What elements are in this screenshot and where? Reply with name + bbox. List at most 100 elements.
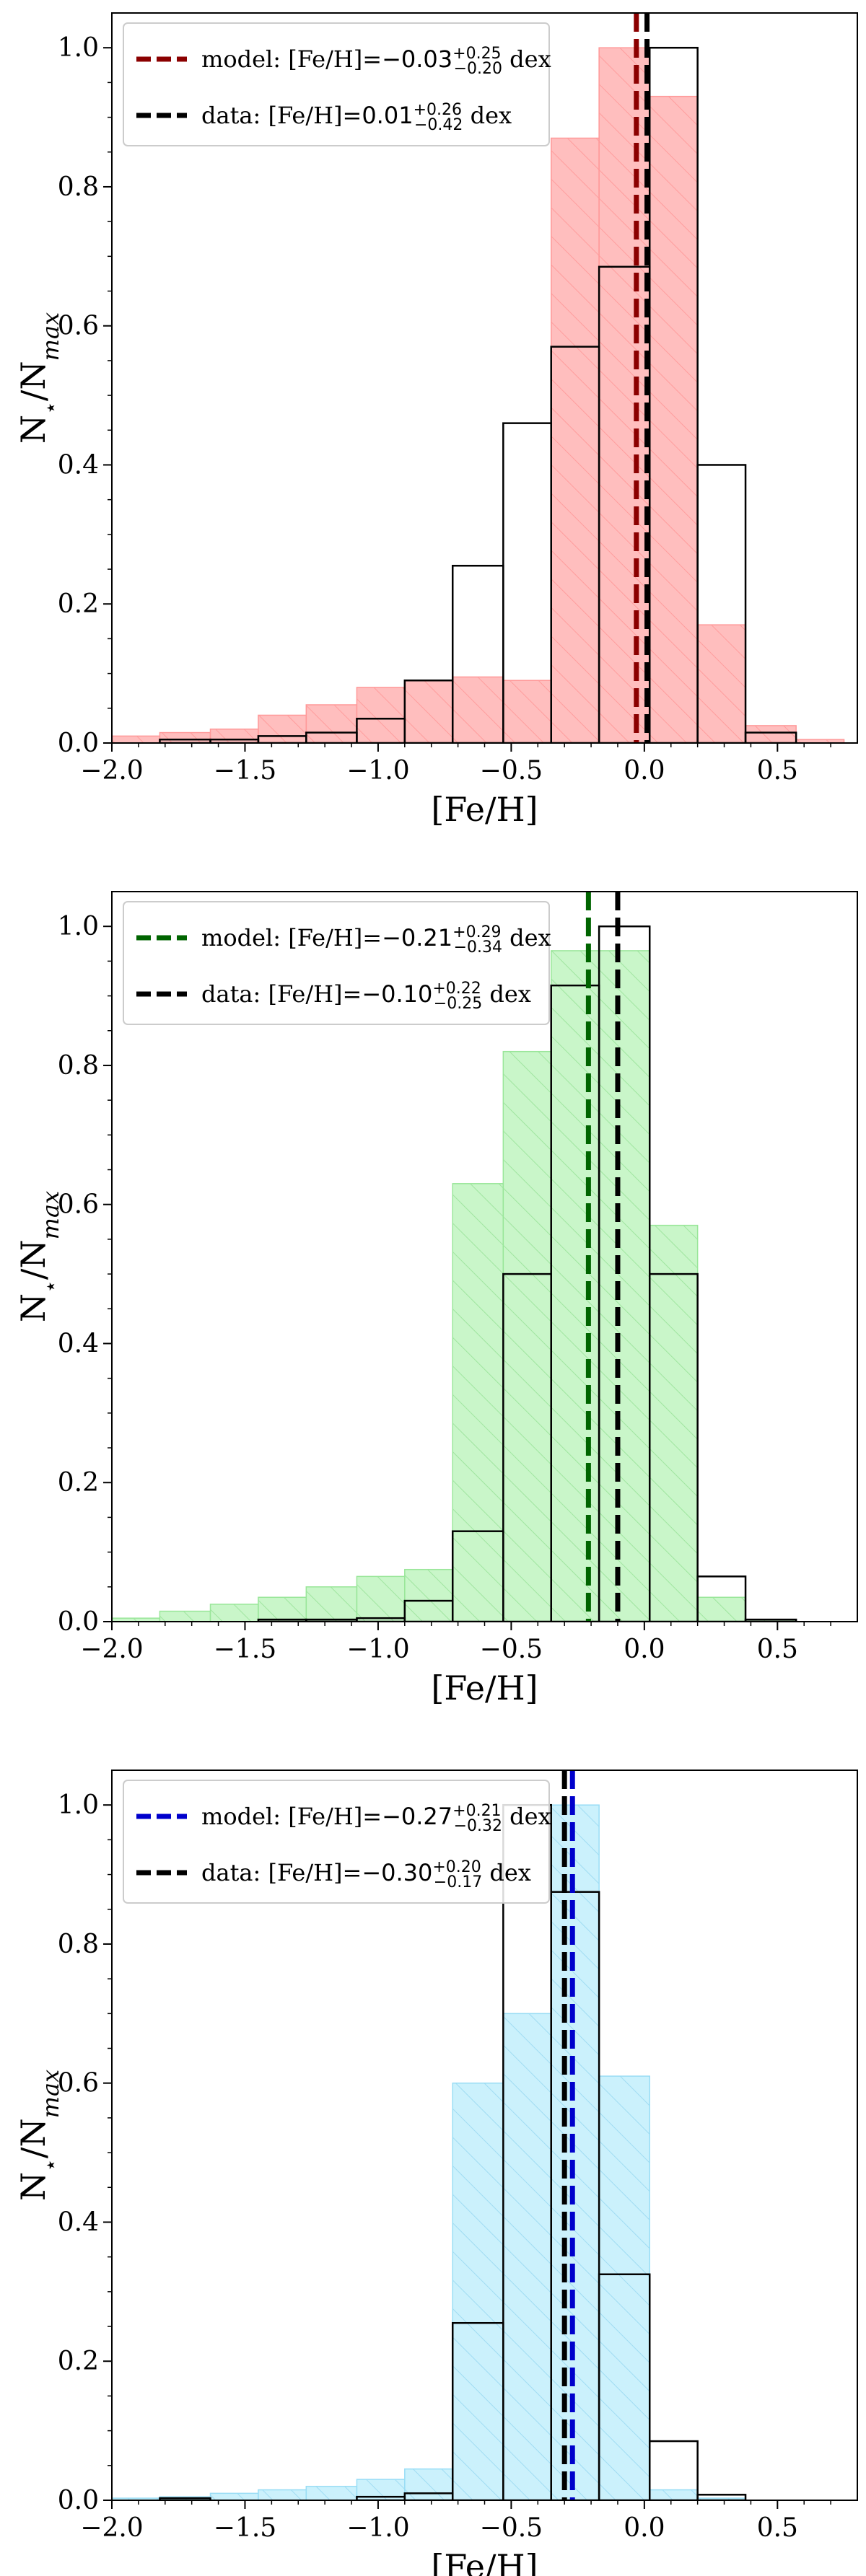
model-bar <box>649 1224 699 1622</box>
series-model <box>112 47 845 743</box>
model-bar <box>159 1610 211 1622</box>
legend-box <box>123 901 550 1025</box>
model-bar <box>404 2468 453 2500</box>
y-axis-label-sub: max <box>37 312 64 361</box>
y-tick-label: 0.8 <box>58 1930 99 1959</box>
model-bar <box>305 1586 358 1622</box>
x-tick-label: −1.0 <box>346 756 409 786</box>
legend-text-part: model: [Fe/H]= <box>201 45 382 73</box>
data-bar <box>744 1618 797 1622</box>
x-tick-label: −1.5 <box>214 756 276 786</box>
x-tick-label: −0.5 <box>480 2513 543 2543</box>
y-tick-label: 0.2 <box>58 1468 99 1498</box>
legend-text-part: data: [Fe/H]= <box>201 1859 362 1886</box>
legend-entry: model: [Fe/H]=−0.21+0.29 −0.34 dex <box>201 923 551 957</box>
axis-ticks: −2.0 −1.5 −1.0 −0.5 0.0 0.5 0.0 0.2 0.4 0.6 0.8 1.0 <box>58 1790 831 2543</box>
data-bar <box>696 2494 747 2500</box>
legend-text-part: dex <box>482 980 531 1008</box>
y-axis-label-sub: max <box>37 1191 64 1239</box>
legend-text-part: −0.27 <box>382 1803 452 1830</box>
model-bar <box>209 1604 259 1622</box>
y-axis-label-sub: max <box>37 2070 64 2118</box>
y-tick-label: 0.8 <box>58 1051 99 1081</box>
y-tick-label: 0.6 <box>58 312 99 341</box>
model-bar <box>598 950 650 1622</box>
y-axis-label-main: N <box>14 2172 53 2201</box>
data-bar <box>550 1891 600 2500</box>
axis-ticks: −2.0 −1.5 −1.0 −0.5 0.0 0.5 0.0 0.2 0.4 0.6 0.8 1.0 <box>58 33 831 786</box>
x-tick-label: −1.0 <box>346 1635 409 1664</box>
model-bar <box>356 1575 406 1622</box>
legend-text-part: −0.10 <box>362 980 432 1008</box>
legend-text-part: dex <box>463 102 512 129</box>
y-axis-label-main: N <box>14 415 53 444</box>
x-tick-label: −2.0 <box>80 1635 143 1664</box>
x-tick-label: 0.0 <box>624 1635 665 1664</box>
legend-box <box>123 22 550 146</box>
legend: model: [Fe/H]=−0.21+0.29 −0.34 dex data: [… <box>123 901 551 1025</box>
legend-text-part: +0.21 <box>452 1802 501 1820</box>
plot-layer <box>112 892 797 1622</box>
y-tick-label: 0.6 <box>58 1190 99 1220</box>
x-tick-label: −0.5 <box>480 756 543 786</box>
legend-entry: data: [Fe/H]=−0.30+0.20 −0.17 dex <box>201 1858 531 1891</box>
x-axis-label: [Fe/H] <box>431 1669 538 1707</box>
y-tick-label: 0.4 <box>58 1329 99 1358</box>
y-axis-label-slash: /N <box>14 2118 53 2158</box>
legend-entry: data: [Fe/H]=0.01+0.26 −0.42 dex <box>201 101 512 134</box>
model-bar <box>696 624 746 743</box>
x-tick-label: 0.0 <box>624 756 665 786</box>
legend-text-part: +0.22 <box>432 980 481 998</box>
chart-panel-0: model: [Fe/H]=−0.03+0.25 −0.20 dex data: [… <box>14 12 858 829</box>
model-bar <box>502 1050 552 1622</box>
legend-text-part: −0.21 <box>382 924 452 951</box>
x-tick-label: 0.5 <box>757 2513 798 2543</box>
legend-text-part: 0.01 <box>362 102 413 129</box>
legend-entry: model: [Fe/H]=−0.27+0.21 −0.32 dex <box>201 1802 551 1835</box>
y-tick-label: 0.8 <box>58 172 99 202</box>
legend-text-part: −0.20 <box>454 60 502 78</box>
y-tick-label: 0.0 <box>58 729 99 758</box>
model-bar <box>209 728 259 743</box>
plot-layer <box>112 1770 747 2500</box>
y-axis-label-star: ⋆ <box>38 2158 64 2172</box>
model-bar <box>452 1183 504 1622</box>
legend-text-part: model: [Fe/H]= <box>201 924 382 951</box>
model-bar <box>696 1596 746 1622</box>
legend-entry: data: [Fe/H]=−0.10+0.22 −0.25 dex <box>201 980 531 1013</box>
model-bar <box>258 714 307 743</box>
legend-text-part: −0.17 <box>434 1873 482 1891</box>
model-bar <box>404 680 453 743</box>
legend: model: [Fe/H]=−0.03+0.25 −0.20 dex data: [… <box>123 22 551 146</box>
legend-entry: model: [Fe/H]=−0.03+0.25 −0.20 dex <box>201 45 551 78</box>
plot-layer <box>112 13 845 743</box>
model-bar <box>550 137 600 743</box>
x-tick-label: 0.0 <box>624 2513 665 2543</box>
model-bar <box>502 2013 552 2500</box>
legend-text-part: +0.25 <box>452 45 501 63</box>
legend-text-part: −0.30 <box>362 1859 432 1886</box>
model-bar <box>649 95 699 743</box>
y-axis-label-star: ⋆ <box>38 1280 64 1293</box>
data-bar <box>696 464 747 743</box>
y-tick-label: 0.0 <box>58 1607 99 1637</box>
model-bar <box>745 725 797 743</box>
x-axis-label: [Fe/H] <box>431 2547 538 2576</box>
model-bar <box>356 687 406 743</box>
y-tick-label: 1.0 <box>58 1790 99 1820</box>
model-bar <box>112 735 161 743</box>
legend-box <box>123 1780 550 1904</box>
y-axis-label-slash: /N <box>14 361 53 401</box>
x-tick-label: −1.5 <box>214 1635 276 1664</box>
model-bar <box>258 1596 307 1622</box>
model-bar <box>550 950 600 1622</box>
legend-text-part: dex <box>502 1803 551 1830</box>
data-bar <box>598 2273 651 2500</box>
y-axis-label-slash: /N <box>14 1239 53 1280</box>
y-axis-label: N⋆/Nmax <box>14 312 64 444</box>
model-bar <box>502 680 552 743</box>
y-tick-label: 0.2 <box>58 2347 99 2376</box>
x-tick-label: −0.5 <box>480 1635 543 1664</box>
legend-text-part: data: [Fe/H]= <box>201 980 362 1008</box>
